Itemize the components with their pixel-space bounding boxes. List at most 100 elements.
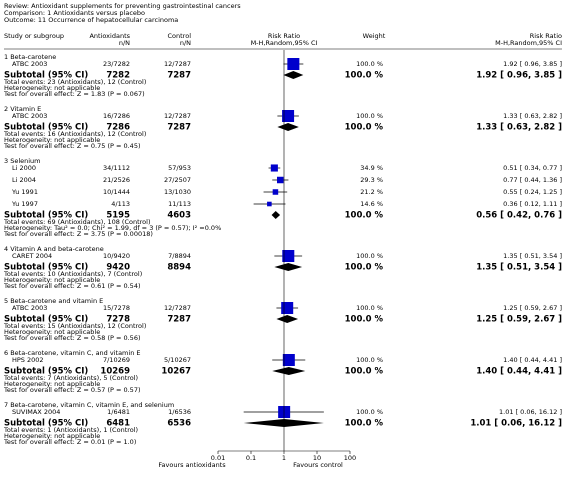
study-rr: 1.33 [ 0.63, 2.82 ] <box>503 112 562 120</box>
col-rr-method: M-H,Random,95% CI <box>495 39 562 47</box>
x-tick-label: 0.01 <box>211 454 225 462</box>
heterogeneity: Heterogeneity: not applicable <box>4 84 100 92</box>
outcome: Outcome: 11 Occurrence of hepatocellular… <box>4 16 178 24</box>
total-events: Total events: 10 (Antioxidants), 7 (Cont… <box>3 270 142 278</box>
col-study: Study or subgroup <box>4 32 64 40</box>
col-treatment: Antioxidants <box>89 32 130 40</box>
subtotal-treatment: 6481 <box>106 419 130 429</box>
study-name: Li 2000 <box>12 164 36 172</box>
subtotal-treatment: 10269 <box>100 367 130 377</box>
subtotal-rr: 1.25 [ 0.59, 2.67 ] <box>476 315 562 325</box>
total-events: Total events: 16 (Antioxidants), 12 (Con… <box>3 130 146 138</box>
favours-right: Favours control <box>293 461 343 469</box>
subtotal-rr: 0.56 [ 0.42, 0.76 ] <box>476 211 562 221</box>
subtotal-weight: 100.0 % <box>345 419 384 429</box>
total-events: Total events: 69 (Antioxidants), 108 (Co… <box>3 218 151 226</box>
group-title: 1 Beta-carotene <box>4 53 56 61</box>
study-control: 11/113 <box>168 200 191 208</box>
diamond <box>271 211 281 219</box>
subtotal-weight: 100.0 % <box>345 123 384 133</box>
col-control: Control <box>168 32 192 40</box>
study-name: SUVIMAX 2004 <box>12 408 60 416</box>
group-title: 7 Beta-carotene, vitamin C, vitamin E, a… <box>4 401 174 409</box>
study-treatment: 4/113 <box>111 200 130 208</box>
weight-box <box>272 189 279 195</box>
diamond <box>272 367 306 375</box>
subtotal-rr: 1.40 [ 0.44, 4.41 ] <box>476 367 562 377</box>
weight-box <box>282 110 295 122</box>
subtotal-weight: 100.0 % <box>345 263 384 273</box>
heterogeneity: Heterogeneity: not applicable <box>4 328 100 336</box>
study-weight: 100.0 % <box>356 356 383 364</box>
col-plot-method: M-H,Random,95% CI <box>251 39 318 47</box>
diamond <box>277 123 299 131</box>
study-rr: 1.40 [ 0.44, 4.41 ] <box>503 356 562 364</box>
diamond <box>283 71 304 79</box>
group-title: 6 Beta-carotene, vitamin C, and vitamin … <box>4 349 141 357</box>
col-weight: Weight <box>363 32 386 40</box>
study-control: 12/7287 <box>164 304 191 312</box>
study-treatment: 1/6481 <box>107 408 130 416</box>
overall-effect: Test for overall effect: Z = 0.58 (P = 0… <box>3 334 141 342</box>
subtotal-rr: 1.92 [ 0.96, 3.85 ] <box>476 71 562 81</box>
col-control-unit: n/N <box>180 39 191 47</box>
x-tick-label: 0.1 <box>246 454 256 462</box>
study-weight: 100.0 % <box>356 304 383 312</box>
diamond <box>274 263 303 271</box>
study-treatment: 7/10269 <box>103 356 130 364</box>
x-tick-label: 10 <box>313 454 321 462</box>
study-control: 12/7287 <box>164 60 191 68</box>
subtotal-treatment: 9420 <box>106 263 130 273</box>
subtotal-label: Subtotal (95% CI) <box>4 419 88 429</box>
study-treatment: 21/2526 <box>103 176 130 184</box>
heterogeneity: Heterogeneity: not applicable <box>4 136 100 144</box>
group-title: 4 Vitamin A and beta-carotene <box>4 245 104 253</box>
subtotal-rr: 1.01 [ 0.06, 16.12 ] <box>470 419 562 429</box>
weight-box <box>282 250 295 262</box>
x-tick-label: 100 <box>344 454 356 462</box>
subtotal-weight: 100.0 % <box>345 71 384 81</box>
x-tick-label: 1 <box>282 454 286 462</box>
study-name: ATBC 2003 <box>12 60 47 68</box>
study-rr: 1.92 [ 0.96, 3.85 ] <box>503 60 562 68</box>
weight-box <box>287 58 300 70</box>
study-control: 7/8894 <box>168 252 191 260</box>
study-control: 57/953 <box>168 164 191 172</box>
study-rr: 0.55 [ 0.24, 1.25 ] <box>503 188 562 196</box>
subtotal-weight: 100.0 % <box>345 367 384 377</box>
subtotal-control: 6536 <box>167 419 191 429</box>
overall-effect: Test for overall effect: Z = 0.01 (P = 1… <box>3 438 136 446</box>
study-control: 12/7287 <box>164 112 191 120</box>
study-weight: 34.9 % <box>360 164 383 172</box>
study-name: Yu 1991 <box>11 188 38 196</box>
study-name: Yu 1997 <box>11 200 38 208</box>
col-plot: Risk Ratio <box>268 32 300 40</box>
favours-left: Favours antioxidants <box>158 461 226 469</box>
heterogeneity: Heterogeneity: Tau² = 0.0; Chi² = 1.99, … <box>4 224 221 232</box>
study-name: Li 2004 <box>12 176 36 184</box>
study-rr: 1.01 [ 0.06, 16.12 ] <box>499 408 562 416</box>
subtotal-control: 7287 <box>167 71 191 81</box>
total-events: Total events: 23 (Antioxidants), 12 (Con… <box>3 78 146 86</box>
overall-effect: Test for overall effect: Z = 3.75 (P = 0… <box>3 230 153 238</box>
study-weight: 14.6 % <box>360 200 383 208</box>
study-name: ATBC 2003 <box>12 304 47 312</box>
subtotal-treatment: 7278 <box>106 315 130 325</box>
study-weight: 100.0 % <box>356 60 383 68</box>
diamond <box>276 315 299 323</box>
study-treatment: 16/7286 <box>103 112 130 120</box>
study-weight: 21.2 % <box>360 188 383 196</box>
study-rr: 0.77 [ 0.44, 1.36 ] <box>503 176 562 184</box>
study-treatment: 34/1112 <box>103 164 130 172</box>
study-name: ATBC 2003 <box>12 112 47 120</box>
subtotal-treatment: 7286 <box>106 123 130 133</box>
subtotal-weight: 100.0 % <box>345 315 384 325</box>
subtotal-treatment: 7282 <box>106 71 130 81</box>
comparison: Comparison: 1 Antioxidants versus placeb… <box>4 9 145 17</box>
group-title: 5 Beta-carotene and vitamin E <box>4 297 103 305</box>
study-rr: 0.51 [ 0.34, 0.77 ] <box>503 164 562 172</box>
study-rr: 0.36 [ 0.12, 1.11 ] <box>503 200 562 208</box>
study-weight: 100.0 % <box>356 408 383 416</box>
subtotal-label: Subtotal (95% CI) <box>4 315 88 325</box>
overall-effect: Test for overall effect: Z = 0.57 (P = 0… <box>3 386 141 394</box>
